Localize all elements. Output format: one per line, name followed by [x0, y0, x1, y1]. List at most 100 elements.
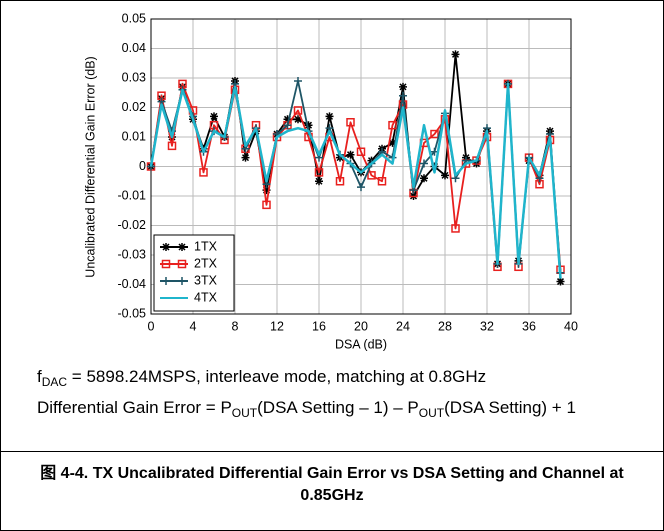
marker: [346, 118, 355, 127]
note-text: (DSA Setting) + 1: [444, 398, 576, 417]
note-subscript: OUT: [231, 406, 258, 420]
marker-shape: [178, 277, 186, 285]
x-axis-label: DSA (dB): [335, 337, 387, 351]
marker: [451, 50, 460, 59]
x-tick-label: 0: [148, 319, 155, 333]
note-subscript: OUT: [418, 406, 445, 420]
marker: [430, 129, 439, 139]
marker-shape: [388, 120, 397, 130]
note-text: Differential Gain Error = P: [37, 398, 232, 417]
x-tick-label: 24: [396, 319, 410, 333]
marker: [377, 177, 387, 186]
marker: [294, 115, 302, 124]
y-tick-label: -0.05: [118, 306, 147, 320]
marker-shape: [304, 121, 313, 130]
marker-shape: [556, 277, 565, 286]
marker: [304, 121, 313, 130]
marker-shape: [293, 106, 303, 115]
marker: [262, 200, 271, 210]
marker-shape: [162, 277, 170, 285]
marker: [315, 177, 323, 186]
marker-shape: [314, 168, 324, 177]
marker-shape: [451, 224, 460, 233]
marker: [451, 224, 460, 233]
marker: [420, 174, 428, 183]
marker-shape: [357, 183, 365, 192]
marker: [178, 277, 186, 285]
legend-label: 4TX: [194, 290, 218, 304]
note-text: = 5898.24MSPS, interleave mode, matching…: [67, 367, 487, 386]
y-tick-label: 0.05: [122, 11, 146, 25]
marker: [262, 186, 271, 195]
y-tick-label: 0.01: [122, 129, 146, 143]
x-tick-label: 8: [232, 319, 239, 333]
x-tick-label: 36: [522, 319, 536, 333]
series-line: [149, 82, 562, 279]
note-text: (DSA Setting – 1) – P: [257, 398, 419, 417]
legend-label: 1TX: [194, 239, 218, 253]
marker: [161, 259, 171, 269]
marker: [162, 243, 170, 251]
marker: [294, 76, 302, 85]
marker-shape: [356, 147, 366, 156]
marker-shape: [451, 50, 460, 59]
x-tick-label: 20: [354, 319, 368, 333]
y-tick-label: -0.03: [118, 247, 147, 261]
marker: [293, 106, 303, 115]
marker-shape: [167, 141, 177, 151]
marker: [210, 112, 218, 121]
marker-shape: [210, 112, 218, 121]
marker-shape: [346, 150, 355, 159]
marker-shape: [420, 174, 428, 183]
marker-shape: [367, 171, 376, 180]
marker: [399, 91, 407, 100]
y-tick-label: 0.04: [122, 41, 146, 55]
x-tick-label: 16: [312, 319, 326, 333]
y-axis-label: Uncalibrated Differential Gain Error (dB…: [83, 56, 97, 277]
y-tick-label: -0.02: [118, 218, 147, 232]
marker-shape: [294, 115, 302, 124]
marker-shape: [283, 115, 292, 124]
marker: [178, 243, 186, 251]
marker: [177, 259, 187, 269]
marker-shape: [420, 159, 428, 168]
marker-shape: [178, 243, 186, 251]
marker-shape: [346, 118, 355, 127]
marker: [162, 277, 170, 285]
x-tick-label: 40: [564, 319, 578, 333]
y-tick-label: -0.01: [118, 188, 147, 202]
marker: [241, 153, 250, 162]
marker: [399, 82, 407, 91]
x-tick-label: 4: [190, 319, 197, 333]
marker: [335, 177, 345, 186]
y-tick-label: -0.04: [118, 277, 147, 291]
marker: [388, 120, 397, 130]
marker-shape: [430, 129, 439, 139]
marker: [283, 115, 292, 124]
marker: [388, 138, 397, 147]
marker-shape: [262, 186, 271, 195]
y-tick-label: 0.02: [122, 100, 146, 114]
notes: fDAC = 5898.24MSPS, interleave mode, mat…: [37, 361, 647, 423]
marker-shape: [294, 76, 302, 85]
marker: [420, 159, 428, 168]
legend-label: 3TX: [194, 273, 218, 287]
note-subscript: DAC: [41, 375, 68, 389]
note: fDAC = 5898.24MSPS, interleave mode, mat…: [37, 361, 647, 392]
marker: [314, 168, 324, 177]
legend-label: 2TX: [194, 256, 218, 270]
note-text: f: [37, 367, 42, 386]
marker-shape: [161, 259, 171, 269]
marker: [199, 168, 208, 177]
marker-shape: [199, 168, 208, 177]
marker: [367, 171, 376, 180]
figure-caption: 图 4-4. TX Uncalibrated Differential Gain…: [40, 465, 624, 504]
note: Differential Gain Error = POUT(DSA Setti…: [37, 392, 647, 423]
separator: [1, 451, 663, 452]
marker-shape: [388, 138, 397, 147]
marker-shape: [241, 153, 250, 162]
marker-shape: [399, 91, 407, 100]
x-tick-label: 32: [480, 319, 494, 333]
marker-shape: [399, 82, 407, 91]
